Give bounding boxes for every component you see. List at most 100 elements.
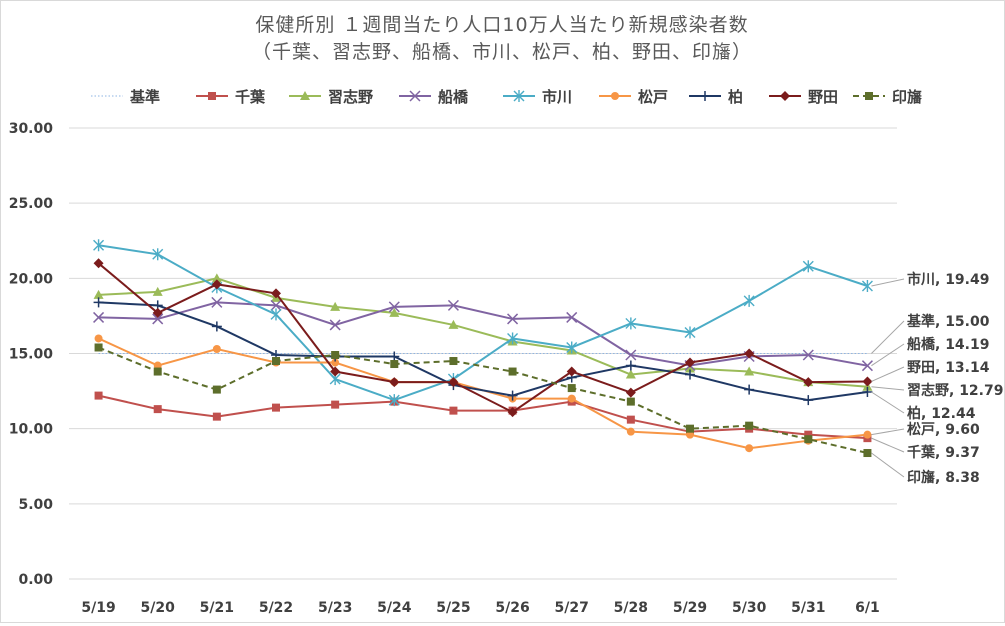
- data-point: [745, 421, 754, 430]
- data-point: [389, 351, 400, 362]
- data-point: [862, 376, 873, 387]
- data-point: [625, 360, 636, 371]
- end-label: 印旛, 8.38: [907, 469, 980, 486]
- data-point: [567, 394, 576, 403]
- series-5: [94, 334, 872, 453]
- data-point: [626, 415, 635, 424]
- data-point: [153, 367, 162, 376]
- data-point: [566, 366, 577, 377]
- series-line: [98, 394, 868, 440]
- series-2: [93, 273, 873, 391]
- data-point: [861, 360, 873, 372]
- series-line: [98, 301, 868, 402]
- data-point: [212, 412, 221, 421]
- data-point: [743, 294, 755, 307]
- data-point: [93, 297, 104, 308]
- legend-item: 市川: [503, 88, 572, 106]
- data-point: [93, 311, 105, 323]
- data-point: [625, 317, 637, 330]
- data-point: [272, 403, 280, 412]
- data-point: [449, 357, 458, 366]
- legend-item: 船橋: [399, 88, 469, 106]
- data-point: [94, 334, 103, 343]
- data-point: [152, 307, 163, 318]
- data-point: [802, 349, 814, 361]
- data-point: [388, 301, 400, 313]
- data-point: [625, 349, 637, 361]
- data-point: [626, 427, 635, 436]
- end-label: 基準, 15.00: [907, 313, 990, 330]
- x-axis: 5/19 5/20 5/21 5/22 5/23 5/24 5/25 5/26 5/27 5/28…: [81, 600, 879, 616]
- data-point: [507, 332, 519, 345]
- end-labels: 基準, 15.00 千葉, 9.37 習志野, 12.79 船橋, 14.19 市川, …: [871, 271, 1003, 486]
- legend-marker: [865, 92, 873, 100]
- end-label: 野田, 13.14: [907, 360, 990, 376]
- data-point: [566, 341, 578, 354]
- x-tick-label: 5/23: [318, 600, 352, 616]
- data-point: [211, 321, 222, 332]
- data-point: [94, 391, 103, 400]
- legend-label: 習志野: [328, 88, 373, 106]
- leader-line: [871, 452, 905, 478]
- data-point: [330, 301, 341, 311]
- series-1: [94, 391, 872, 443]
- x-tick-label: 5/25: [436, 600, 470, 616]
- data-point: [507, 313, 519, 325]
- data-point: [330, 366, 341, 377]
- legend-label: 千葉: [235, 88, 266, 106]
- data-point: [329, 319, 341, 331]
- x-tick-label: 5/26: [495, 600, 529, 616]
- series-3: [93, 296, 873, 372]
- data-point: [685, 369, 695, 380]
- chart-subtitle: （千葉、習志野、船橋、市川、松戸、柏、野田、印旛）: [252, 41, 752, 63]
- data-point: [804, 435, 813, 444]
- x-tick-label: 6/1: [855, 600, 880, 616]
- data-point: [745, 444, 754, 453]
- legend-marker: [611, 92, 619, 100]
- legend-item: 基準: [91, 88, 160, 106]
- legend-label: 市川: [542, 88, 572, 106]
- x-tick-label: 5/20: [141, 600, 176, 616]
- data-point: [152, 248, 164, 261]
- end-label: 船橋, 14.19: [907, 336, 989, 353]
- data-point: [685, 363, 695, 373]
- y-axis: 0.00 5.00 10.00 15.00 20.00 25.00 30.00: [9, 121, 54, 588]
- end-label-group: 基準, 15.00: [871, 313, 990, 354]
- legend-item: 松戸: [599, 88, 668, 106]
- legend-item: 柏: [689, 88, 743, 106]
- data-point: [686, 424, 694, 433]
- data-point: [684, 326, 696, 339]
- end-label-group: 船橋, 14.19: [871, 336, 989, 367]
- series-line: [98, 301, 868, 367]
- y-tick-label: 30.00: [9, 121, 54, 137]
- end-label-group: 松戸, 9.60: [871, 421, 980, 438]
- data-point: [93, 239, 105, 252]
- end-label: 市川, 19.49: [907, 271, 989, 288]
- end-label-group: 千葉, 9.37: [871, 437, 980, 461]
- y-tick-label: 5.00: [18, 497, 53, 513]
- x-tick-label: 5/27: [555, 600, 589, 616]
- y-tick-label: 15.00: [9, 347, 54, 363]
- data-point: [94, 343, 103, 352]
- data-point: [93, 258, 104, 269]
- data-point: [804, 430, 813, 439]
- series-line: [98, 244, 868, 402]
- end-label-group: 市川, 19.49: [871, 271, 989, 288]
- data-point: [152, 286, 163, 296]
- legend-marker: [780, 91, 790, 101]
- leader-line: [871, 391, 905, 414]
- data-point: [567, 384, 576, 393]
- data-point: [566, 311, 578, 323]
- data-point: [272, 357, 280, 366]
- data-point: [863, 430, 872, 439]
- end-label: 習志野, 12.79: [907, 382, 1003, 399]
- data-point: [331, 400, 340, 409]
- x-tick-label: 5/21: [200, 600, 234, 616]
- data-point: [270, 308, 282, 321]
- data-point: [744, 384, 755, 395]
- data-point: [863, 449, 872, 458]
- legend-item: 習志野: [289, 88, 373, 106]
- data-point: [93, 289, 104, 299]
